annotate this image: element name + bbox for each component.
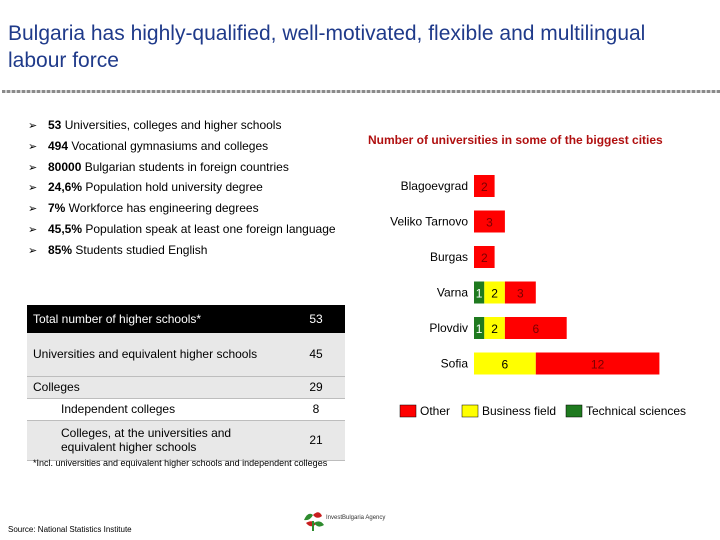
category-label: Blagoevgrad (401, 179, 468, 193)
category-label: Burgas (430, 250, 468, 264)
table-cell-label: Universities and equivalent higher schoo… (27, 333, 287, 377)
source-note: Source: National Statistics Institute (8, 525, 132, 534)
agency-logo: InvestBulgaria Agency (300, 507, 410, 533)
table-footnote: *Incl. universities and equivalent highe… (33, 458, 328, 468)
legend-label: Business field (482, 404, 556, 418)
bar-segment (484, 281, 505, 304)
data-label: 3 (517, 287, 524, 301)
table-row: Independent colleges 8 (27, 398, 345, 421)
legend-swatch (565, 404, 583, 418)
table-row: Universities and equivalent higher schoo… (27, 333, 345, 377)
fact-number: 53 (48, 118, 62, 132)
data-label: 12 (591, 358, 605, 372)
bar-segment (474, 317, 485, 339)
fact-item: ➢ 24,6% Population hold university degree (28, 180, 263, 196)
category-label: Sofia (441, 357, 469, 371)
arrow-bullet-icon: ➢ (28, 203, 38, 215)
table-cell-value: 21 (287, 420, 345, 461)
arrow-bullet-icon: ➢ (28, 162, 38, 174)
table-cell-label: Independent colleges (27, 398, 287, 421)
bar-segment (535, 352, 660, 375)
arrow-bullet-icon: ➢ (28, 182, 38, 194)
stacked-bar-chart: Blagoevgrad 2 Veliko Tarnovo 3 Burgas 2 Varna 1… (390, 175, 686, 418)
bar-segment (504, 317, 567, 339)
fact-item: ➢ 53 Universities, colleges and higher sc… (28, 118, 281, 134)
arrow-bullet-icon: ➢ (28, 245, 38, 257)
fact-item: ➢ 494 Vocational gymnasiums and colleges (28, 139, 268, 155)
chart-title: Number of universities in some of the bi… (368, 133, 663, 147)
data-label: 6 (502, 358, 509, 372)
fact-text: Bulgarian students in foreign countries (81, 160, 289, 174)
data-label: 1 (476, 322, 483, 336)
data-label: 2 (491, 322, 498, 336)
bar-segment (474, 246, 495, 268)
arrow-bullet-icon: ➢ (28, 141, 38, 153)
fact-text: Workforce has engineering degrees (65, 201, 259, 215)
fact-item: ➢ 45,5% Population speak at least one for… (28, 222, 336, 238)
legend-swatch (399, 404, 417, 418)
bar-segment (474, 175, 495, 197)
legend-label: Technical sciences (586, 404, 686, 418)
bar-segment (504, 281, 536, 304)
data-label: 2 (481, 180, 488, 194)
table-cell-value: 29 (287, 376, 345, 399)
arrow-bullet-icon: ➢ (28, 120, 38, 132)
category-label: Varna (437, 286, 468, 300)
data-label: 3 (486, 216, 493, 230)
table-cell-label: Colleges (27, 376, 287, 399)
leaf-logo-icon (304, 512, 324, 531)
category-label: Plovdiv (429, 321, 468, 335)
table-row: Colleges 29 (27, 376, 345, 399)
table-cell-value: 8 (287, 398, 345, 421)
fact-text: Population hold university degree (82, 180, 263, 194)
fact-number: 24,6% (48, 180, 83, 194)
fact-number: 85% (48, 243, 73, 257)
legend-label: Other (420, 404, 450, 418)
logo-text: InvestBulgaria Agency (326, 515, 386, 521)
bar-segment (484, 317, 505, 339)
table-header-label: Total number of higher schools* (27, 305, 287, 333)
fact-text: Students studied English (72, 243, 208, 257)
bar-segment (474, 352, 536, 375)
data-label: 1 (476, 287, 483, 301)
arrow-bullet-icon: ➢ (28, 224, 38, 236)
fact-number: 80000 (48, 160, 82, 174)
legend-swatch (461, 404, 479, 418)
table-cell-value: 45 (287, 333, 345, 377)
table-row: Colleges, at the universities and equiva… (27, 420, 345, 461)
fact-item: ➢ 7% Workforce has engineering degrees (28, 201, 259, 217)
data-label: 2 (491, 287, 498, 301)
bar-segment (474, 210, 505, 233)
category-label: Veliko Tarnovo (390, 215, 468, 229)
data-label: 6 (532, 322, 539, 336)
fact-text: Population speak at least one foreign la… (82, 222, 336, 236)
fact-number: 45,5% (48, 222, 83, 236)
fact-item: ➢ 85% Students studied English (28, 243, 207, 259)
table-cell-label: Colleges, at the universities and equiva… (27, 420, 287, 461)
fact-text: Universities, colleges and higher school… (61, 118, 282, 132)
title-divider (2, 90, 720, 93)
data-label: 2 (481, 251, 488, 265)
fact-number: 494 (48, 139, 69, 153)
higher-schools-table: Total number of higher schools* 53 Unive… (27, 305, 345, 461)
page-title: Bulgaria has highly-qualified, well-moti… (8, 22, 646, 72)
fact-text: Vocational gymnasiums and colleges (68, 139, 269, 153)
table-header-row: Total number of higher schools* 53 (27, 305, 345, 333)
table-header-value: 53 (287, 305, 345, 333)
fact-number: 7% (48, 201, 66, 215)
fact-item: ➢ 80000 Bulgarian students in foreign cou… (28, 160, 289, 176)
bar-segment (474, 281, 485, 304)
